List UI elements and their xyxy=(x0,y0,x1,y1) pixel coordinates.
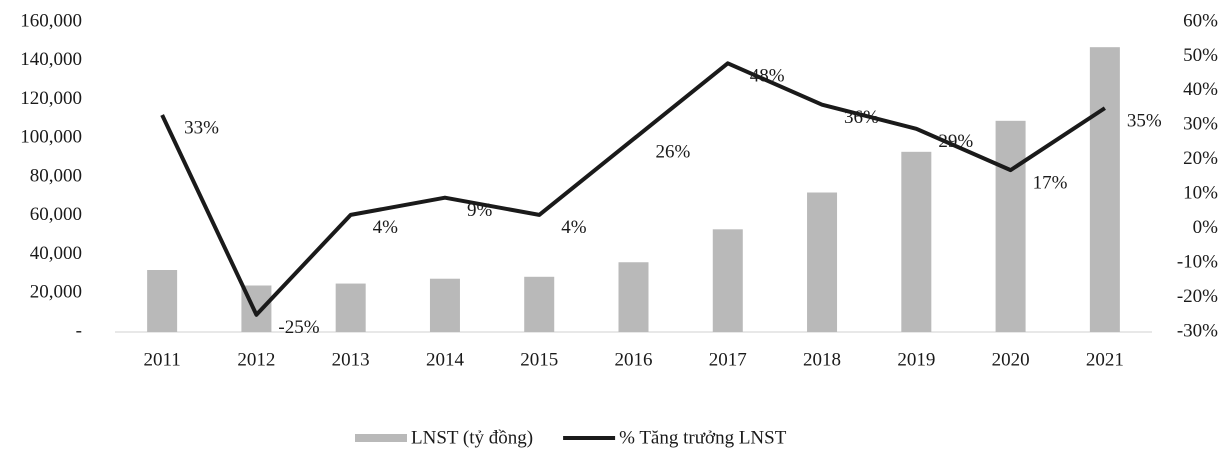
y2-tick-label: 10% xyxy=(1183,183,1218,204)
y-tick-label: 80,000 xyxy=(30,165,82,186)
x-tick-label: 2012 xyxy=(237,349,275,370)
x-tick-label: 2021 xyxy=(1086,349,1124,370)
y2-tick-label: 60% xyxy=(1183,10,1218,31)
bar xyxy=(995,120,1026,332)
y-tick-label: 20,000 xyxy=(30,282,82,303)
data-label: 29% xyxy=(938,131,973,152)
legend-label: % Tăng trưởng LNST xyxy=(619,427,787,448)
data-label: 4% xyxy=(561,217,587,238)
y2-tick-label: -10% xyxy=(1177,251,1218,272)
y-tick-label: 40,000 xyxy=(30,243,82,264)
y-tick-label: 160,000 xyxy=(20,10,82,31)
bar xyxy=(712,229,743,332)
data-label: 17% xyxy=(1033,172,1068,193)
x-tick-label: 2013 xyxy=(332,349,370,370)
x-tick-label: 2016 xyxy=(615,349,653,370)
y-tick-label: 60,000 xyxy=(30,204,82,225)
x-tick-label: 2019 xyxy=(897,349,935,370)
legend-label: LNST (tỷ đồng) xyxy=(411,427,533,448)
x-tick-label: 2020 xyxy=(992,349,1030,370)
legend-swatch xyxy=(355,434,407,442)
data-label: -25% xyxy=(278,317,319,338)
bar xyxy=(1089,47,1120,332)
y2-tick-label: 0% xyxy=(1193,217,1219,238)
data-label: 4% xyxy=(373,217,399,238)
x-tick-label: 2017 xyxy=(709,349,747,370)
data-label: 36% xyxy=(844,107,879,128)
x-tick-label: 2011 xyxy=(143,349,180,370)
data-label: 33% xyxy=(184,117,219,138)
y-tick-label: 100,000 xyxy=(20,127,82,148)
bar xyxy=(147,270,178,332)
bar xyxy=(524,276,555,332)
bar xyxy=(807,192,838,332)
bar xyxy=(618,262,649,332)
x-tick-label: 2018 xyxy=(803,349,841,370)
y-tick-label: 140,000 xyxy=(20,49,82,70)
data-label: 26% xyxy=(656,141,691,162)
data-label: 35% xyxy=(1127,110,1162,131)
y2-tick-label: 50% xyxy=(1183,45,1218,66)
x-tick-label: 2014 xyxy=(426,349,465,370)
y2-tick-label: 30% xyxy=(1183,114,1218,135)
y-tick-label: 120,000 xyxy=(20,88,82,109)
data-label: 48% xyxy=(750,66,785,87)
x-tick-label: 2015 xyxy=(520,349,558,370)
bar xyxy=(335,283,366,332)
y2-tick-label: 20% xyxy=(1183,148,1218,169)
y2-tick-label: 40% xyxy=(1183,79,1218,100)
data-label: 9% xyxy=(467,200,493,221)
y2-tick-label: -30% xyxy=(1177,320,1218,341)
y2-tick-label: -20% xyxy=(1177,286,1218,307)
bar xyxy=(429,278,460,332)
y-tick-label: - xyxy=(76,320,82,341)
bar xyxy=(901,151,932,332)
line xyxy=(160,61,1106,317)
